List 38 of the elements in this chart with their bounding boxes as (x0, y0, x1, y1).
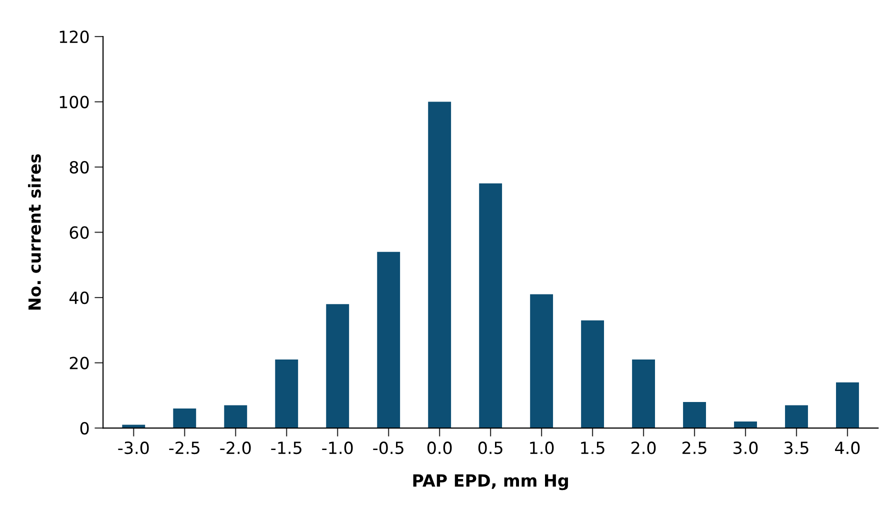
x-tick-label: -2.0 (220, 442, 251, 454)
bar (377, 252, 400, 428)
x-tick-label: 3.5 (784, 442, 808, 454)
x-tick-label: 2.5 (682, 442, 706, 454)
bar (530, 294, 554, 428)
x-tick-label: 0.0 (427, 442, 452, 454)
y-tick-label: 0 (80, 422, 89, 435)
x-tick-label: -1.5 (271, 442, 302, 454)
x-tick-label: -3.0 (118, 442, 149, 454)
x-tick-label: 1.5 (581, 442, 604, 454)
y-axis-title: No. current sires (28, 154, 41, 310)
bar (224, 405, 248, 428)
x-tick-label: 4.0 (835, 442, 860, 454)
y-tick-label: 20 (70, 356, 89, 370)
bar (326, 304, 350, 428)
y-tick-label: 60 (70, 226, 89, 239)
bar (428, 102, 452, 428)
bar (479, 183, 502, 428)
y-tick-label: 80 (70, 161, 89, 174)
x-tick-label: 2.0 (631, 442, 656, 454)
bar (836, 382, 859, 428)
x-tick-label: -1.0 (322, 442, 353, 454)
bar (785, 405, 808, 428)
x-axis-title: PAP EPD, mm Hg (413, 474, 568, 490)
y-tick-label: 40 (69, 292, 89, 304)
x-tick-label: -0.5 (373, 442, 404, 454)
bar (173, 408, 196, 428)
bar (581, 320, 604, 428)
x-tick-label: 1.0 (530, 442, 554, 454)
bar (632, 360, 655, 428)
bar (734, 422, 757, 428)
x-tick-label: -2.5 (169, 442, 200, 454)
bar (683, 402, 706, 428)
x-tick-label: 3.0 (734, 442, 758, 454)
bar (275, 360, 298, 428)
y-tick-label: 120 (60, 30, 89, 44)
y-tick-label: 100 (60, 96, 89, 108)
x-tick-label: 0.5 (478, 442, 502, 454)
